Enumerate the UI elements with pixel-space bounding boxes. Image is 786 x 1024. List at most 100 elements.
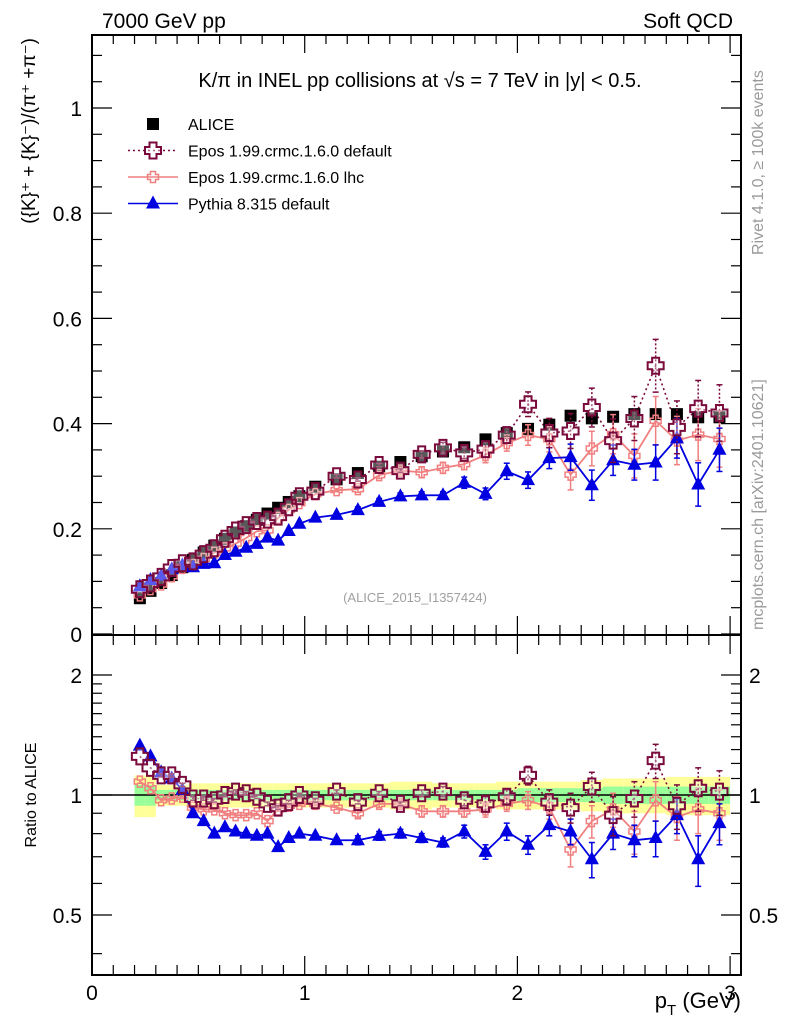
ratio-point xyxy=(648,830,663,844)
ratio-point xyxy=(649,794,662,807)
series-point xyxy=(350,502,365,516)
series-point xyxy=(689,399,708,418)
series-point xyxy=(476,440,495,459)
ratio-point xyxy=(436,805,450,818)
header-right: Soft QCD xyxy=(643,10,733,33)
rivet-label: Rivet 4.1.0, ≥ 100k events xyxy=(750,70,767,255)
series-point xyxy=(604,431,623,450)
ratio-point xyxy=(260,825,275,839)
series-point xyxy=(308,509,323,523)
series-point xyxy=(249,535,264,549)
x-axis-label-sub: T xyxy=(667,1002,676,1019)
ratio-point xyxy=(261,814,274,828)
series-point xyxy=(478,485,493,499)
series-point xyxy=(329,506,344,520)
y-tick-label-right: 2 xyxy=(749,665,761,688)
main-panel: 0 0.2 0.4 0.6 0.8 1 K/π in INEL pp collisions… xyxy=(19,34,742,647)
legend-entry-2: Epos 1.99.crmc.1.6.0 lhc xyxy=(128,170,364,187)
y-tick-label: 1 xyxy=(70,785,82,808)
ratio-point xyxy=(563,823,578,837)
ratio-point xyxy=(327,782,346,801)
series-point xyxy=(648,454,663,468)
series-point xyxy=(391,461,410,480)
series-point xyxy=(239,531,253,545)
ratio-point xyxy=(519,766,538,785)
ratio-point xyxy=(306,791,325,810)
legend-label: Epos 1.99.crmc.1.6.0 lhc xyxy=(188,170,364,187)
mcplots-label: mcplots.cern.ch [arXiv:2401.10621] xyxy=(750,379,767,630)
ratio-point xyxy=(196,813,211,827)
ratio-point xyxy=(370,784,389,803)
ratio-point xyxy=(414,830,429,844)
legend: ALICE Epos 1.99.crmc.1.6.0 default Epos 1.… xyxy=(128,117,392,214)
ratio-point xyxy=(237,784,256,803)
ratio-point xyxy=(521,794,535,807)
series-point xyxy=(667,418,686,437)
x-tick-label: 1 xyxy=(299,982,311,1005)
ratio-y-tick-labels: 0.5 0.5 1 1 2 2 xyxy=(53,665,778,928)
ratio-point xyxy=(194,789,213,808)
series-point xyxy=(281,523,296,537)
ratio-point xyxy=(713,806,726,820)
ratio-panel: 0.5 0.5 1 1 2 2 0 1 2 3 Ratio to ALICE pT (GeV) xyxy=(23,634,778,1019)
series-point xyxy=(414,487,429,501)
legend-label: Epos 1.99.crmc.1.6.0 default xyxy=(188,144,392,161)
series-point xyxy=(691,476,706,490)
ratio-point xyxy=(564,843,577,856)
ratio-point xyxy=(667,796,686,815)
series-point xyxy=(260,529,275,543)
main-points-layer xyxy=(130,338,729,605)
series-point xyxy=(669,430,684,444)
plot-title: K/π in INEL pp collisions at √s = 7 TeV … xyxy=(198,70,641,92)
x-tick-label: 3 xyxy=(724,982,736,1005)
ratio-point xyxy=(415,805,428,818)
y-tick-label: 0 xyxy=(70,624,82,647)
ratio-point xyxy=(478,843,493,857)
series-point xyxy=(713,432,726,446)
main-y-tick-labels: 0 0.2 0.4 0.6 0.8 1 xyxy=(53,98,83,647)
ratio-point xyxy=(165,792,179,805)
series-point xyxy=(585,442,599,455)
ratio-point xyxy=(691,851,706,865)
ratio-point xyxy=(391,794,410,813)
series-point xyxy=(563,449,578,463)
ratio-point xyxy=(646,751,665,770)
ratio-point xyxy=(497,787,516,806)
series-point xyxy=(348,470,367,489)
series-point xyxy=(132,578,147,592)
ratio-point xyxy=(186,805,201,819)
y-tick-label: 0.5 xyxy=(53,905,82,928)
ratio-point xyxy=(218,806,232,820)
ratio-point xyxy=(144,781,157,795)
ratio-point xyxy=(582,777,601,796)
main-y-axis-label: ({K}⁺ + {K}⁻)/(π⁺ +π⁻) xyxy=(19,38,40,224)
series-point xyxy=(606,452,621,466)
ratio-point xyxy=(433,782,452,801)
series-point xyxy=(521,428,535,442)
ratio-point xyxy=(133,775,147,788)
ratio-point xyxy=(561,798,580,817)
series-point xyxy=(436,461,450,475)
ratio-points-layer xyxy=(130,737,729,888)
ratio-axis-ticks xyxy=(91,636,741,974)
series-point xyxy=(207,555,222,569)
x-axis-label-unit: (GeV) xyxy=(676,988,741,1013)
legend-marker xyxy=(146,195,160,209)
ratio-point xyxy=(350,832,365,846)
series-point xyxy=(625,409,644,428)
ratio-point xyxy=(691,803,705,816)
legend-marker xyxy=(146,170,160,184)
series-point xyxy=(561,421,580,440)
ratio-point xyxy=(435,834,450,848)
series-point xyxy=(499,463,514,477)
ratio-point xyxy=(292,825,307,839)
series-point xyxy=(584,477,599,491)
x-tick-label: 2 xyxy=(512,982,524,1005)
series-point xyxy=(370,456,389,475)
ratio-point xyxy=(239,825,254,839)
y-tick-label: 0.8 xyxy=(53,203,82,226)
series-point xyxy=(542,450,557,464)
series-point xyxy=(519,395,538,414)
ratio-point xyxy=(329,832,344,846)
ratio-point xyxy=(412,784,431,803)
